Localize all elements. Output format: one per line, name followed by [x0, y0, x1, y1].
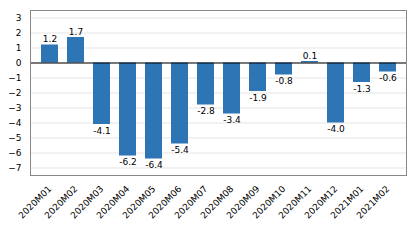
svg-text:2020M03: 2020M03	[68, 183, 106, 221]
svg-text:2021M01: 2021M01	[328, 183, 366, 221]
svg-text:−7: −7	[8, 163, 21, 173]
svg-text:2020M06: 2020M06	[146, 183, 184, 221]
svg-text:-6.4: -6.4	[145, 160, 163, 170]
svg-text:-4.1: -4.1	[93, 126, 111, 136]
svg-text:2020M02: 2020M02	[42, 183, 80, 221]
svg-text:−4: −4	[8, 118, 22, 128]
svg-text:-2.8: -2.8	[197, 106, 215, 116]
svg-text:2020M09: 2020M09	[224, 183, 262, 221]
svg-text:-0.6: -0.6	[379, 73, 397, 83]
svg-text:-3.4: -3.4	[223, 115, 241, 125]
svg-text:2: 2	[16, 28, 22, 38]
svg-text:3: 3	[16, 13, 22, 23]
svg-text:1.2: 1.2	[43, 34, 57, 44]
svg-text:2020M12: 2020M12	[302, 183, 340, 221]
svg-text:1.7: 1.7	[69, 27, 83, 37]
svg-text:-1.9: -1.9	[249, 93, 267, 103]
svg-text:2020M07: 2020M07	[172, 183, 210, 221]
svg-text:0.1: 0.1	[303, 51, 317, 61]
svg-text:−1: −1	[8, 73, 21, 83]
svg-text:2020M10: 2020M10	[250, 183, 288, 221]
svg-text:−6: −6	[8, 148, 22, 158]
svg-text:−5: −5	[8, 133, 21, 143]
svg-text:1: 1	[16, 43, 22, 53]
svg-text:-6.2: -6.2	[119, 157, 137, 167]
svg-text:-5.4: -5.4	[171, 145, 189, 155]
svg-text:-4.0: -4.0	[327, 124, 345, 134]
svg-text:-0.8: -0.8	[275, 76, 293, 86]
svg-text:−3: −3	[8, 103, 21, 113]
svg-text:0: 0	[16, 58, 22, 68]
svg-text:2020M04: 2020M04	[94, 183, 132, 221]
svg-text:2021M02: 2021M02	[355, 184, 392, 221]
svg-text:2020M05: 2020M05	[120, 183, 158, 221]
svg-text:−2: −2	[8, 88, 21, 98]
svg-text:-1.3: -1.3	[353, 84, 371, 94]
svg-text:2020M01: 2020M01	[16, 183, 54, 221]
svg-text:2020M08: 2020M08	[198, 183, 236, 221]
svg-text:2020M11: 2020M11	[276, 183, 314, 221]
